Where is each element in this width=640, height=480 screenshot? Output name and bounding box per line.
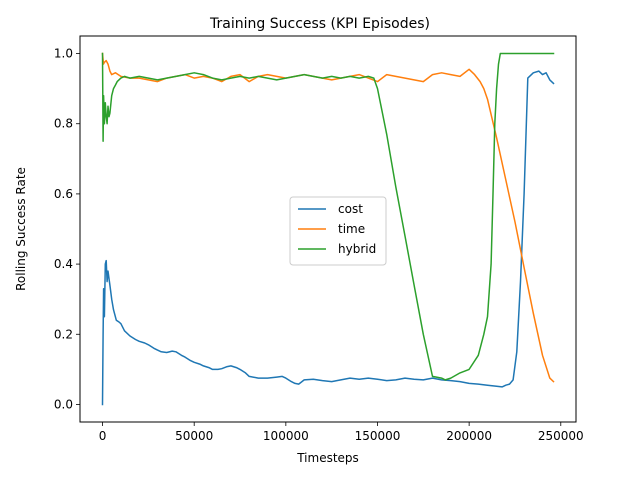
y-tick-label: 0.8 [54,117,73,131]
x-axis-ticks: 0 50000 100000 150000 200000 250000 [99,422,584,443]
legend-label-time: time [338,222,365,236]
x-tick-label: 150000 [355,429,401,443]
y-tick-label: 0.2 [54,327,73,341]
chart-title: Training Success (KPI Episodes) [209,16,430,32]
x-tick-label: 50000 [175,429,213,443]
legend: cost time hybrid [289,196,387,266]
plot-area [79,35,577,423]
y-axis-ticks: 0.0 0.2 0.4 0.6 0.8 1.0 [54,47,80,411]
x-tick-label: 200000 [446,429,492,443]
legend-label-cost: cost [338,202,363,216]
legend-label-hybrid: hybrid [338,242,376,256]
series-line-cost [101,70,555,406]
x-tick-label: 250000 [538,429,584,443]
y-tick-label: 0.0 [54,397,73,411]
y-tick-label: 0.6 [54,187,73,201]
y-axis-label: Rolling Success Rate [14,167,28,291]
x-tick-label: 100000 [263,429,309,443]
plot-frame [79,35,577,423]
x-axis-label: Timesteps [296,451,359,465]
y-tick-label: 1.0 [54,47,73,61]
series-line-hybrid [101,52,555,381]
legend-items: cost time hybrid [298,202,376,256]
series-layer [101,52,555,406]
x-tick-label: 0 [99,429,107,443]
y-tick-label: 0.4 [54,257,73,271]
legend-frame [289,196,387,266]
